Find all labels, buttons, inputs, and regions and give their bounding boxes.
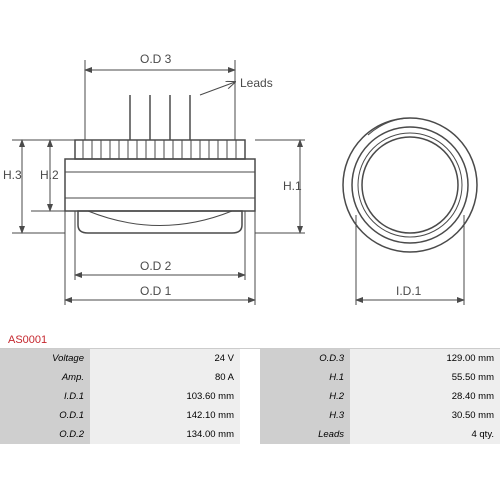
spec-label: O.D.1 xyxy=(0,406,90,425)
spec-value: 28.40 mm xyxy=(350,387,500,406)
dim-label-od3: O.D 3 xyxy=(140,52,172,66)
spec-value: 134.00 mm xyxy=(90,425,240,444)
spec-value: 80 A xyxy=(90,368,240,387)
spec-label: I.D.1 xyxy=(0,387,90,406)
spec-value: 4 qty. xyxy=(350,425,500,444)
spec-label: H.1 xyxy=(260,368,350,387)
table-row: O.D.1 142.10 mm H.3 30.50 mm xyxy=(0,406,500,425)
spec-label: H.3 xyxy=(260,406,350,425)
spec-label: Voltage xyxy=(0,349,90,368)
dim-label-h1: H.1 xyxy=(283,179,302,193)
end-view: I.D.1 xyxy=(343,118,477,305)
dim-label-h3: H.3 xyxy=(3,168,22,182)
dim-label-h2: H.2 xyxy=(40,168,59,182)
dim-label-id1: I.D.1 xyxy=(396,284,422,298)
spec-table: Voltage 24 V O.D.3 129.00 mm Amp. 80 A H… xyxy=(0,349,500,444)
side-view: O.D 3 O.D 2 O.D 1 H.1 H.2 H.3 Leads xyxy=(3,52,305,305)
spec-value: 55.50 mm xyxy=(350,368,500,387)
technical-drawing: O.D 3 O.D 2 O.D 1 H.1 H.2 H.3 Leads xyxy=(0,0,500,330)
dim-label-leads: Leads xyxy=(240,76,273,90)
table-row: Amp. 80 A H.1 55.50 mm xyxy=(0,368,500,387)
spec-value: 103.60 mm xyxy=(90,387,240,406)
table-row: O.D.2 134.00 mm Leads 4 qty. xyxy=(0,425,500,444)
table-row: Voltage 24 V O.D.3 129.00 mm xyxy=(0,349,500,368)
spec-label: O.D.3 xyxy=(260,349,350,368)
table-row: I.D.1 103.60 mm H.2 28.40 mm xyxy=(0,387,500,406)
part-id: AS0001 xyxy=(0,330,500,349)
spec-label: O.D.2 xyxy=(0,425,90,444)
dim-label-od2: O.D 2 xyxy=(140,259,172,273)
spec-value: 142.10 mm xyxy=(90,406,240,425)
spec-value: 24 V xyxy=(90,349,240,368)
spec-label: Leads xyxy=(260,425,350,444)
spec-value: 30.50 mm xyxy=(350,406,500,425)
dim-label-od1: O.D 1 xyxy=(140,284,172,298)
spec-label: H.2 xyxy=(260,387,350,406)
spec-label: Amp. xyxy=(0,368,90,387)
spec-value: 129.00 mm xyxy=(350,349,500,368)
